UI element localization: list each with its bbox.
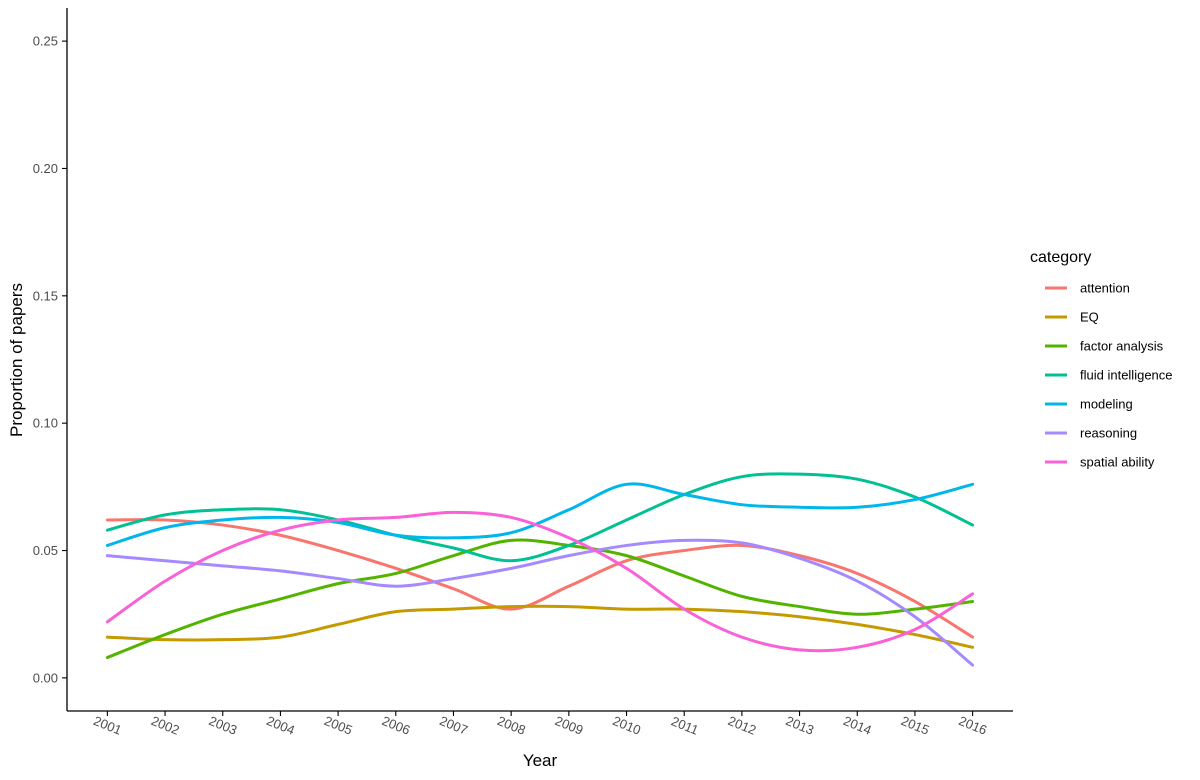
legend-label-eq: EQ — [1080, 310, 1099, 325]
series-line-reasoning — [105, 538, 975, 667]
x-tick-label: 2005 — [322, 713, 354, 738]
x-tick-label: 2007 — [438, 713, 470, 738]
series-lines — [105, 472, 975, 667]
legend: category attention EQ factor analysis fluid… — [1030, 249, 1173, 470]
x-tick-label: 2011 — [669, 713, 701, 737]
series-line-fluid-intelligence — [105, 472, 975, 563]
x-tick-label: 2015 — [899, 713, 931, 738]
x-tick-label: 2006 — [380, 713, 412, 738]
y-tick-label: 0.05 — [33, 543, 58, 558]
x-tick-label: 2009 — [553, 713, 585, 738]
legend-label-factor-analysis: factor analysis — [1080, 339, 1164, 354]
x-tick-label: 2016 — [957, 713, 989, 738]
x-tick-label: 2001 — [91, 713, 123, 738]
x-tick-label: 2004 — [264, 713, 296, 738]
legend-label-fluid-intelligence: fluid intelligence — [1080, 368, 1173, 383]
x-tick-label: 2003 — [207, 713, 239, 738]
series-line-modeling — [105, 482, 975, 547]
y-tick-label: 0.10 — [33, 416, 58, 431]
legend-label-reasoning: reasoning — [1080, 426, 1137, 441]
legend-label-attention: attention — [1080, 281, 1130, 296]
y-tick-label: 0.00 — [33, 670, 58, 685]
x-ticks: 2001 2002 2003 2004 2005 2006 2007 2008 2009 2010… — [91, 711, 989, 738]
axes — [66, 8, 1013, 712]
series-line-eq — [105, 604, 975, 649]
y-ticks: 0.00 0.05 0.10 0.15 0.20 0.25 — [33, 34, 67, 685]
x-tick-label: 2014 — [841, 713, 873, 738]
y-tick-label: 0.25 — [33, 34, 58, 49]
legend-label-modeling: modeling — [1080, 397, 1133, 412]
x-tick-label: 2013 — [784, 713, 816, 738]
series-line-factor-analysis — [105, 538, 975, 660]
y-tick-label: 0.15 — [33, 288, 58, 303]
x-tick-label: 2012 — [726, 713, 758, 738]
x-tick-label: 2002 — [149, 713, 181, 738]
x-tick-label: 2008 — [495, 713, 527, 738]
legend-label-spatial-ability: spatial ability — [1080, 455, 1155, 470]
y-axis-title: Proportion of papers — [7, 283, 26, 437]
x-tick-label: 2010 — [611, 713, 643, 738]
series-line-attention — [105, 518, 975, 639]
legend-items: attention EQ factor analysis fluid intellig… — [1045, 281, 1173, 470]
x-axis-title: Year — [523, 751, 558, 770]
series-line-spatial-ability — [105, 510, 975, 653]
y-tick-label: 0.20 — [33, 161, 58, 176]
legend-title: category — [1030, 249, 1091, 266]
